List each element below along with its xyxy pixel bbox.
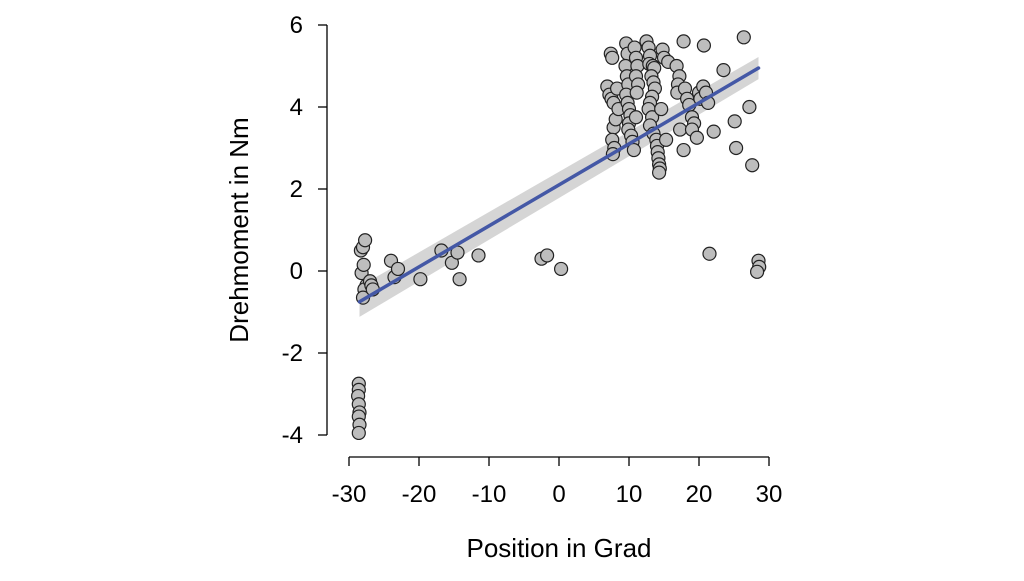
data-point [628,110,644,125]
data-point [651,165,667,180]
data-point [672,122,688,137]
data-point [605,50,620,65]
data-point [358,233,373,248]
y-tick-label: 0 [290,258,303,285]
data-point [351,425,366,441]
regression-line [357,66,761,304]
x-axis-title: Position in Grad [467,533,652,563]
data-point [676,142,691,158]
x-tick-label: 20 [686,481,713,508]
data-point [390,261,406,277]
data-point [742,99,757,115]
data-point [749,264,765,279]
x-tick-label: 10 [616,481,643,508]
data-point [727,114,742,129]
y-tick-label: -4 [282,422,303,449]
x-tick-label: -10 [472,481,507,508]
data-point [626,142,642,158]
y-tick-label: 2 [290,176,303,203]
x-tick-label: 30 [756,481,783,508]
data-point [654,101,669,117]
data-point [706,124,721,139]
data-point [689,130,705,145]
data-point [716,62,731,78]
x-tick-label: -20 [402,481,437,508]
data-point [629,85,644,100]
data-point [736,30,751,45]
data-point [471,248,486,263]
data-point [696,38,712,53]
y-tick-label: -2 [282,340,303,367]
data-point [539,248,555,263]
data-point [676,34,691,49]
data-point [356,257,371,272]
data-point [452,272,467,287]
y-tick-label: 4 [290,94,303,121]
data-point [745,158,760,173]
x-tick-label: -30 [332,481,367,508]
data-point [702,246,717,261]
data-point [728,140,744,156]
y-axis-title: Drehmoment in Nm [224,117,254,342]
data-point [658,132,674,147]
data-point [553,261,569,277]
x-tick-label: 0 [552,481,565,508]
y-tick-label: 6 [290,12,303,39]
data-point [413,272,428,287]
